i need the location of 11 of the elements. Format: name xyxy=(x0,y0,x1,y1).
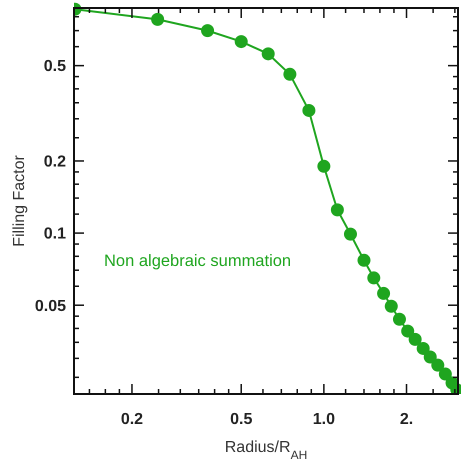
y-tick-label: 0.05 xyxy=(34,298,66,315)
x-tick-label: 0.2 xyxy=(120,411,144,428)
y-axis-title: Filling Factor xyxy=(11,154,28,247)
x-tick-label: 2. xyxy=(400,411,414,428)
x-axis-title: Radius/R$_{AH}$ xyxy=(224,439,308,462)
y-tick-label: 0.2 xyxy=(44,154,66,171)
y-tick-label: 0.1 xyxy=(44,226,66,243)
text: Non algebraic summation xyxy=(104,252,292,270)
x-tick-label: 1.0 xyxy=(312,411,336,428)
y-tick-label: 0.5 xyxy=(44,58,66,76)
x-tick-label: 0.5 xyxy=(230,411,252,428)
